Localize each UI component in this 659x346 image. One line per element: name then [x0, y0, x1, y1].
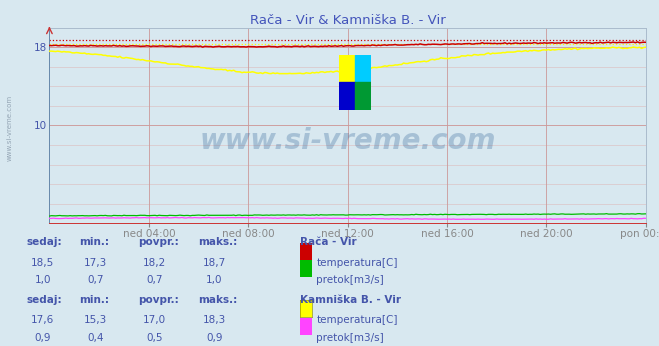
Text: 0,7: 0,7 — [146, 275, 163, 285]
Text: maks.:: maks.: — [198, 237, 237, 247]
Text: 18,3: 18,3 — [202, 315, 226, 325]
Text: www.si-vreme.com: www.si-vreme.com — [200, 127, 496, 155]
Text: sedaj:: sedaj: — [26, 237, 62, 247]
Text: pretok[m3/s]: pretok[m3/s] — [316, 275, 384, 285]
Text: 0,9: 0,9 — [34, 333, 51, 343]
Text: min.:: min.: — [79, 237, 109, 247]
Bar — [355, 82, 372, 110]
Text: pretok[m3/s]: pretok[m3/s] — [316, 333, 384, 343]
Text: povpr.:: povpr.: — [138, 295, 179, 305]
Text: 18,7: 18,7 — [202, 258, 226, 268]
Text: 0,7: 0,7 — [87, 275, 104, 285]
Text: 1,0: 1,0 — [206, 275, 223, 285]
Text: temperatura[C]: temperatura[C] — [316, 258, 398, 268]
Text: 17,3: 17,3 — [84, 258, 107, 268]
Text: min.:: min.: — [79, 295, 109, 305]
Text: maks.:: maks.: — [198, 295, 237, 305]
Text: Rača - Vir: Rača - Vir — [300, 237, 357, 247]
Text: 0,5: 0,5 — [146, 333, 163, 343]
Text: 17,0: 17,0 — [143, 315, 167, 325]
Text: 17,6: 17,6 — [31, 315, 55, 325]
Text: sedaj:: sedaj: — [26, 295, 62, 305]
Bar — [339, 82, 355, 110]
Text: 0,9: 0,9 — [206, 333, 223, 343]
Text: 15,3: 15,3 — [84, 315, 107, 325]
Text: 18,2: 18,2 — [143, 258, 167, 268]
Text: 1,0: 1,0 — [34, 275, 51, 285]
Text: povpr.:: povpr.: — [138, 237, 179, 247]
Text: temperatura[C]: temperatura[C] — [316, 315, 398, 325]
Text: 0,4: 0,4 — [87, 333, 104, 343]
Text: Kamniška B. - Vir: Kamniška B. - Vir — [300, 295, 401, 305]
Bar — [339, 55, 355, 82]
Text: www.si-vreme.com: www.si-vreme.com — [7, 95, 13, 161]
Bar — [355, 55, 372, 82]
Text: 18,5: 18,5 — [31, 258, 55, 268]
Title: Rača - Vir & Kamniška B. - Vir: Rača - Vir & Kamniška B. - Vir — [250, 13, 445, 27]
